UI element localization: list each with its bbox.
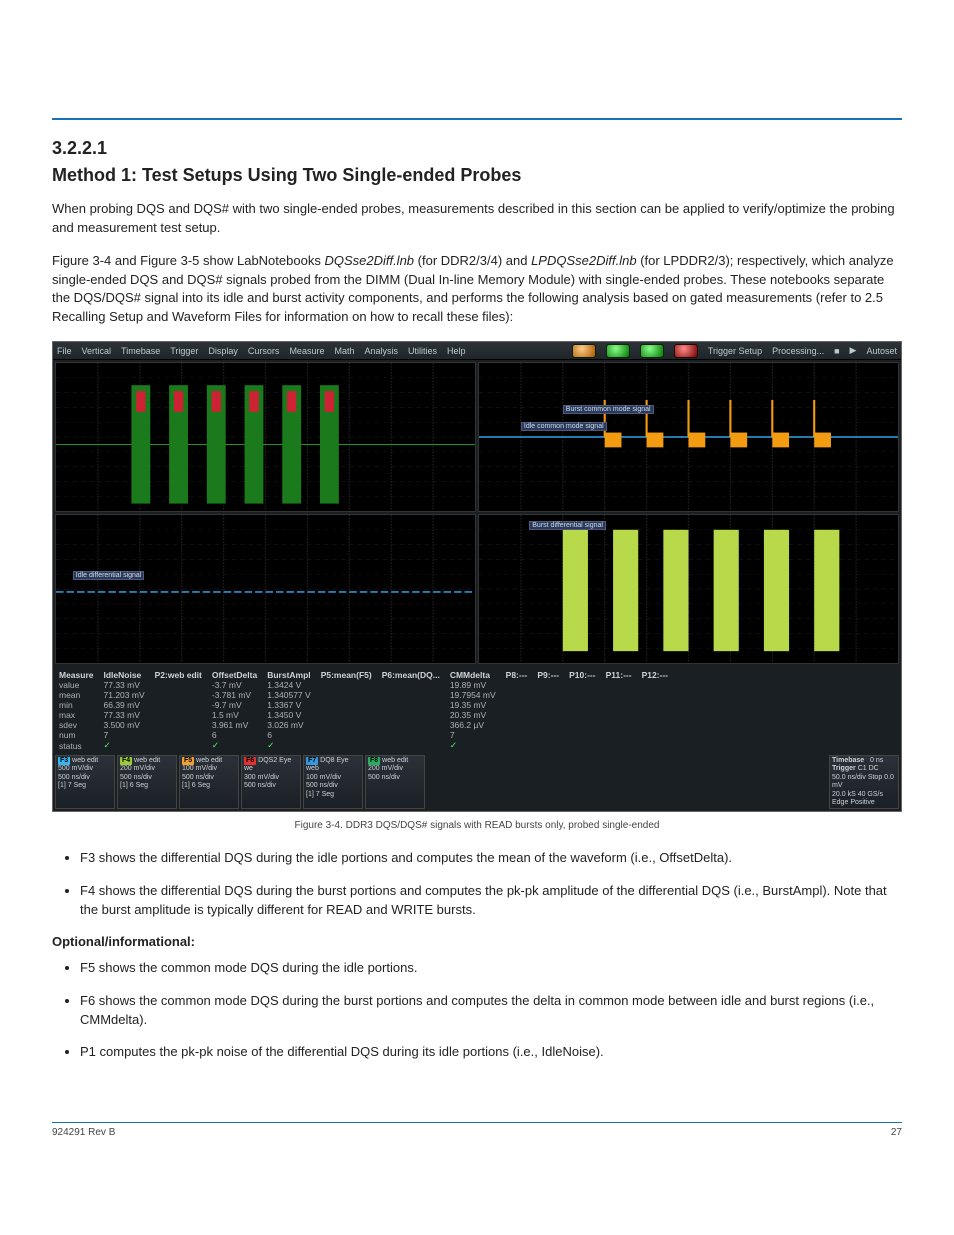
processing-label: Processing... xyxy=(772,346,824,356)
annot-burst-cm: Burst common mode signal xyxy=(563,405,654,414)
pane-top-right: Burst common mode signal Idle common mod… xyxy=(478,362,899,512)
menu-item[interactable]: Trigger xyxy=(170,346,198,356)
toolbar-btn-3[interactable] xyxy=(640,344,664,358)
menu-item[interactable]: File xyxy=(57,346,72,356)
list-item: P1 computes the pk-pk noise of the diffe… xyxy=(80,1043,902,1062)
section-title: Method 1: Test Setups Using Two Single-e… xyxy=(52,165,902,186)
oscilloscope-screenshot: File Vertical Timebase Trigger Display Cursor… xyxy=(52,341,902,812)
channel-chip[interactable]: F3web edit 500 mV/div500 ns/div[1] 7 Seg xyxy=(55,755,115,809)
subheader-optional: Optional/informational: xyxy=(52,934,902,949)
toolbar-btn-1[interactable] xyxy=(572,344,596,358)
list-item: F6 shows the common mode DQS during the … xyxy=(80,992,902,1030)
menu-item[interactable]: Timebase xyxy=(121,346,160,356)
scope-menubar: File Vertical Timebase Trigger Display Cursor… xyxy=(53,342,901,360)
menu-item[interactable]: Display xyxy=(208,346,238,356)
bullet-list-1: F3 shows the differential DQS during the… xyxy=(80,849,902,920)
section-number: 3.2.2.1 xyxy=(52,138,902,159)
menu-item[interactable]: Math xyxy=(334,346,354,356)
timebase-box: Timebase 0 ns Trigger C1 DC 50.0 ns/div … xyxy=(829,755,899,809)
channel-chip[interactable]: F7DQ8 Eye web 100 mV/div500 ns/div[1] 7 … xyxy=(303,755,363,809)
channel-chip[interactable]: F5web edit 100 mV/div500 ns/div[1] 6 Seg xyxy=(179,755,239,809)
autoset-label[interactable]: Autoset xyxy=(866,346,897,356)
annot-idle-diff: Idle differential signal xyxy=(73,571,145,580)
footer-page: 27 xyxy=(891,1127,902,1138)
footer-rev: 924291 Rev B xyxy=(52,1127,115,1138)
bullet-list-2: F5 shows the common mode DQS during the … xyxy=(80,959,902,1062)
figure-caption: Figure 3-4. DDR3 DQS/DQS# signals with R… xyxy=(52,820,902,831)
paragraph-1: When probing DQS and DQS# with two singl… xyxy=(52,200,902,238)
paragraph-2: Figure 3-4 and Figure 3-5 show LabNotebo… xyxy=(52,252,902,327)
channel-chip[interactable]: F4web edit 200 mV/div500 ns/div[1] 6 Seg xyxy=(117,755,177,809)
toolbar-btn-stop[interactable] xyxy=(674,344,698,358)
measurement-table: MeasureIdleNoiseP2:web editOffsetDeltaBu… xyxy=(53,666,901,753)
menu-item[interactable]: Measure xyxy=(289,346,324,356)
menu-item[interactable]: Help xyxy=(447,346,466,356)
annot-idle-cm: Idle common mode signal xyxy=(521,422,607,431)
channel-chip[interactable]: F6DQS2 Eye we 300 mV/div500 ns/div xyxy=(241,755,301,809)
waveform-grid: Burst common mode signal Idle common mod… xyxy=(53,360,901,666)
list-item: F4 shows the differential DQS during the… xyxy=(80,882,902,920)
channel-strip: F3web edit 500 mV/div500 ns/div[1] 7 Seg… xyxy=(53,753,901,811)
pane-top-left xyxy=(55,362,476,512)
trigger-setup-label[interactable]: Trigger Setup xyxy=(708,346,762,356)
menu-item[interactable]: Utilities xyxy=(408,346,437,356)
play-icon[interactable]: ▶ xyxy=(850,345,857,356)
menu-item[interactable]: Vertical xyxy=(82,346,112,356)
menu-item[interactable]: Cursors xyxy=(248,346,280,356)
list-item: F5 shows the common mode DQS during the … xyxy=(80,959,902,978)
channel-chip[interactable]: F8web edit 200 mV/div500 ns/div xyxy=(365,755,425,809)
pane-bottom-left: Idle differential signal xyxy=(55,514,476,664)
stop-icon[interactable]: ■ xyxy=(834,346,839,356)
page-footer: 924291 Rev B 27 xyxy=(52,1123,902,1168)
list-item: F3 shows the differential DQS during the… xyxy=(80,849,902,868)
toolbar-btn-2[interactable] xyxy=(606,344,630,358)
pane-bottom-right: Burst differential signal xyxy=(478,514,899,664)
section-divider xyxy=(52,118,902,120)
annot-burst-diff: Burst differential signal xyxy=(529,521,606,530)
menu-item[interactable]: Analysis xyxy=(364,346,398,356)
